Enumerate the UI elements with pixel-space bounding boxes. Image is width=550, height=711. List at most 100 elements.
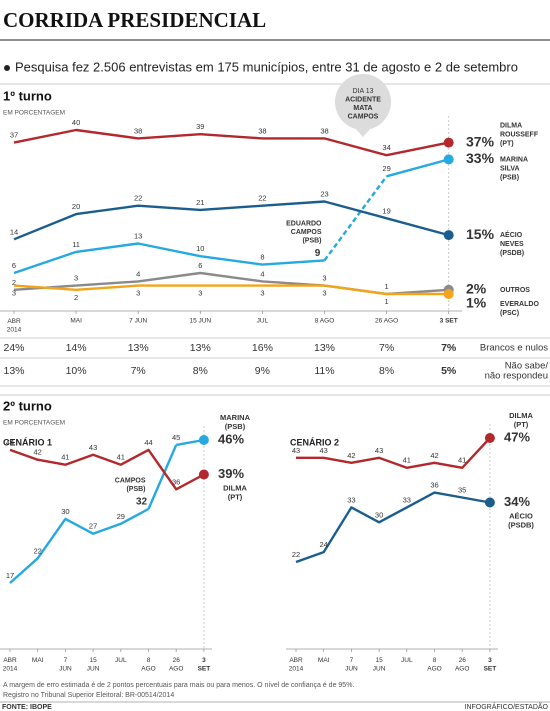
end-point — [198, 469, 209, 480]
value-label: 27 — [89, 522, 97, 531]
value-label: 14 — [10, 227, 18, 236]
footnote: Registro no Tribunal Superior Eleitoral:… — [3, 692, 174, 699]
callout-text: MATA — [353, 105, 372, 112]
value-label: 9 — [315, 248, 321, 259]
value-label: 32 — [136, 497, 148, 508]
series-name: DILMA (PT) — [509, 411, 533, 429]
value-label: 38 — [320, 126, 328, 135]
series-name: DILMA ROUSSEFF (PT) — [500, 122, 539, 147]
value-label: 17 — [6, 571, 14, 580]
series-name: EVERALDO (PSC) — [500, 301, 539, 317]
value-label: 45 — [172, 433, 180, 442]
value-label: 42 — [347, 451, 355, 460]
bullet — [4, 65, 10, 71]
credit: INFOGRÁFICO/ESTADÃO — [465, 702, 549, 711]
series-connector — [147, 444, 178, 510]
end-value-label: 1% — [466, 294, 487, 310]
value-label: 13 — [134, 232, 142, 241]
end-point — [484, 433, 495, 443]
end-point — [484, 497, 495, 508]
series-line — [13, 242, 325, 275]
value-label: 24 — [320, 540, 328, 549]
series-name: EDUARDO CAMPOS (PSB) — [286, 220, 322, 244]
table-cell: 13% — [314, 342, 335, 354]
value-label: 6 — [198, 261, 202, 270]
value-label: 40 — [72, 118, 80, 127]
end-point — [198, 435, 209, 445]
end-value-label: 33% — [466, 150, 495, 166]
table-cell: 24% — [3, 342, 24, 354]
value-label: 1 — [385, 282, 389, 291]
value-label: 3 — [322, 289, 326, 298]
lead-text: Pesquisa fez 2.506 entrevistas em 175 mu… — [15, 59, 518, 74]
footnote: A margem de erro estimada é de 2 pontos … — [3, 682, 354, 689]
callout-text: CAMPOS — [348, 113, 379, 120]
end-point — [443, 230, 454, 241]
series-line — [9, 507, 150, 584]
value-label: 43 — [375, 446, 383, 455]
value-label: 42 — [34, 448, 42, 457]
series-line — [295, 491, 491, 564]
value-label: 8 — [260, 253, 264, 262]
value-label: 1 — [385, 297, 389, 306]
value-label: 44 — [144, 438, 152, 447]
x-tick-label: ABR 2014 — [7, 318, 22, 334]
value-label: 29 — [382, 164, 390, 173]
value-label: 6 — [12, 261, 16, 270]
value-label: 38 — [258, 126, 266, 135]
end-point — [443, 154, 454, 165]
series-name: AÉCIO NEVES (PSDB) — [500, 230, 524, 257]
value-label: 36 — [430, 481, 438, 490]
callout-text: ACIDENTE — [345, 96, 381, 103]
value-label: 36 — [172, 477, 180, 486]
x-tick-label: JUL — [115, 657, 127, 664]
series-name: CAMPOS (PSB) — [115, 477, 146, 493]
value-label: 41 — [403, 456, 411, 465]
series-line — [13, 284, 449, 296]
x-tick-label: ABR 2014 — [3, 657, 18, 673]
table-cell: 13% — [3, 365, 24, 377]
series-line — [9, 448, 205, 491]
end-value-label: 47% — [504, 429, 530, 444]
x-tick-label: 15 JUN — [189, 318, 211, 325]
x-tick-label: ABR 2014 — [289, 657, 304, 673]
value-label: 39 — [196, 122, 204, 131]
table-row-label: Brancos e nulos — [480, 343, 548, 354]
value-label: 3 — [136, 289, 140, 298]
table-cell: 8% — [193, 365, 208, 377]
x-tick-label: MAI — [32, 657, 44, 664]
x-tick-label: 26 AGO — [375, 318, 398, 325]
callout-pointer — [356, 129, 370, 137]
value-label: 3 — [322, 274, 326, 283]
value-label: 33 — [347, 495, 355, 504]
value-label: 43 — [292, 446, 300, 455]
end-point — [443, 137, 454, 148]
table-cell: 13% — [128, 342, 149, 354]
value-label: 22 — [134, 194, 142, 203]
unit-label: EM PORCENTAGEM — [3, 420, 65, 427]
table-cell: 14% — [66, 342, 87, 354]
end-value-label: 37% — [466, 133, 495, 149]
value-label: 35 — [458, 486, 466, 495]
value-label: 3 — [260, 289, 264, 298]
value-label: 34 — [382, 143, 390, 152]
x-tick-label: 7 JUN — [129, 318, 147, 325]
series-name: MARINA (PSB) — [220, 413, 251, 431]
value-label: 42 — [430, 451, 438, 460]
series-line — [13, 271, 449, 296]
x-tick-label: 26 AGO — [169, 657, 183, 673]
table-cell: 7% — [131, 365, 146, 377]
end-value-label: 2% — [466, 280, 487, 296]
unit-label: EM PORCENTAGEM — [3, 110, 65, 117]
scenario-title: CENÁRIO 2 — [290, 437, 339, 447]
value-label: 20 — [72, 202, 80, 211]
x-tick-label: 3 SET — [198, 657, 211, 673]
value-label: 3 — [198, 289, 202, 298]
scenario-title: CENÁRIO 1 — [3, 437, 52, 447]
source: FONTE: IBOPE — [2, 704, 52, 711]
value-label: 43 — [89, 443, 97, 452]
value-label: 38 — [134, 126, 142, 135]
series-name: AÉCIO (PSDB) — [508, 511, 534, 529]
table-row-label: Não sabe/ — [505, 361, 549, 372]
